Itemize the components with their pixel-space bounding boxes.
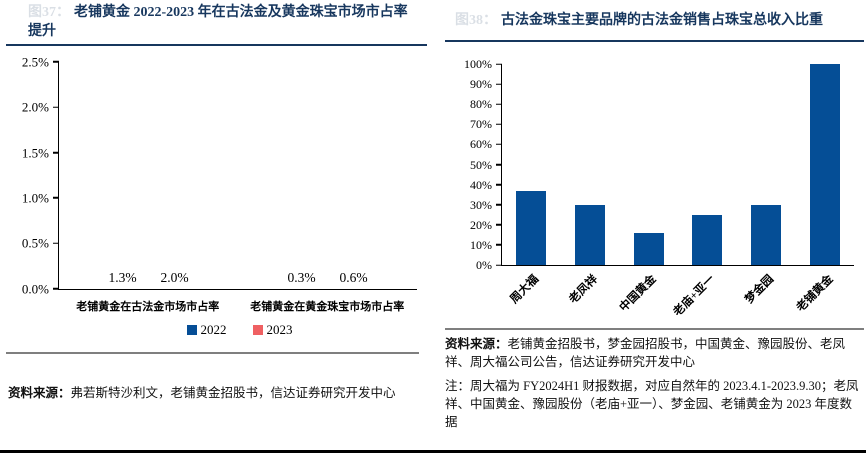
y-axis-tick-label: 80% <box>470 97 492 112</box>
figure-38-title-rule <box>445 40 864 42</box>
x-slot: 老凤祥 <box>560 266 619 322</box>
y-axis-tick-label: 50% <box>470 157 492 172</box>
y-axis-tick-label: 2.0% <box>21 99 49 115</box>
figure-37-panel: 图37： 老铺黄金 2022-2023 年在古法金及黄金珠宝市场市占率提升 0.0… <box>0 0 433 450</box>
y-axis-tick-label: 0.5% <box>21 235 49 251</box>
plot-area: 0.0% 0.5% 1.0% 1.5% 2.0% 2.5% 1.3% 2.0% 0.3% 0.6% <box>22 55 417 295</box>
bar <box>750 204 781 265</box>
figure-38-number: 图38： <box>455 12 497 28</box>
y-axis-tick-label: 100% <box>464 57 492 71</box>
y-axis-tick-mark <box>53 61 59 63</box>
y-axis-tick-mark <box>53 288 59 290</box>
y-axis-tick-mark <box>496 183 502 186</box>
figure-38-note: 注：周大福为 FY2024H1 财报数据，对应自然年的 2023.4.1-202… <box>445 379 859 429</box>
y-axis-tick-mark <box>53 151 59 154</box>
y-axis-tick-label: 1.0% <box>21 190 49 206</box>
bars-layer <box>502 64 854 265</box>
bars-layer: 1.3% 2.0% 0.3% 0.6% <box>59 62 417 289</box>
plot-area: 0% 10% 20% 30% 40% 50% 60% 70% 80% 90% 100% <box>464 58 854 271</box>
figure-37-title-text: 老铺黄金 2022-2023 年在古法金及黄金珠宝市场市占率提升 <box>28 5 408 39</box>
legend-item: 2022 <box>186 321 227 338</box>
legend-item: 2023 <box>252 321 293 338</box>
figure-38-source: 资料来源：老铺黄金招股书，梦金园招股书，中国黄金、豫园股份、老凤祥、周大福公司公… <box>445 335 862 371</box>
x-axis-category-label: 中国黄金 <box>617 273 659 315</box>
y-axis-tick-label: 10% <box>470 237 492 252</box>
x-axis-category-label: 梦金园 <box>743 273 777 307</box>
figure-38-panel: 图38： 古法金珠宝主要品牌的古法金销售占珠宝总收入比重 0% 10% 20% 30% 4… <box>433 0 866 450</box>
y-axis-tick-label: 0.0% <box>21 281 49 297</box>
x-axis-category-label: 老庙+亚一 <box>671 273 718 319</box>
y-axis-tick-mark <box>496 143 502 146</box>
y-axis-tick-label: 60% <box>470 137 492 152</box>
bar <box>574 204 605 265</box>
figure-37-title-rule <box>6 43 427 46</box>
y-axis-tick-mark <box>53 242 59 245</box>
figure-37-divider <box>6 351 419 354</box>
x-slot: 周大福 <box>501 266 560 322</box>
x-axis-category-label: 老凤祥 <box>566 273 600 307</box>
source-text: 老铺黄金招股书，梦金园招股书，中国黄金、豫园股份、老凤祥、周大福公司公告，信达证… <box>445 337 846 370</box>
source-text: 弗若斯特沙利文，老铺黄金招股书，信达证券研究开发中心 <box>70 385 396 400</box>
legend-label: 2022 <box>200 321 227 337</box>
bar-value-label: 0.3% <box>287 269 316 285</box>
x-axis-category-label: 老铺黄金在古法金市场市占率 <box>76 300 220 313</box>
legend-swatch <box>252 324 263 335</box>
y-axis-tick-mark <box>496 224 502 226</box>
y-axis-tick-mark <box>496 163 502 166</box>
y-axis-tick-mark <box>53 197 59 199</box>
bar <box>809 64 840 265</box>
bar-value-label: 1.3% <box>108 269 137 285</box>
y-axis-tick-label: 1.5% <box>21 145 49 161</box>
bar <box>692 214 723 265</box>
figure-38-divider <box>445 328 864 330</box>
brand-gold-share-bar-chart: 0% 10% 20% 30% 40% 50% 60% 70% 80% 90% 100% 周大福 老凤祥中… <box>445 42 864 322</box>
chart-legend: 2022 2023 <box>52 322 427 338</box>
x-slot: 梦金园 <box>736 266 795 322</box>
y-axis-tick-mark <box>496 244 502 246</box>
x-axis-category-label: 老铺黄金 <box>794 273 836 315</box>
y-axis-tick-mark <box>53 106 59 108</box>
y-axis-tick-label: 0% <box>476 258 492 272</box>
source-label: 资料来源： <box>445 337 508 351</box>
x-slot: 老铺黄金 <box>794 266 854 322</box>
y-axis-tick-mark <box>496 203 502 206</box>
bar <box>516 190 547 265</box>
source-label: 资料来源： <box>8 385 71 400</box>
bar-value-label: 2.0% <box>160 269 189 285</box>
x-axis-labels: 老铺黄金在古法金市场市占率 老铺黄金在黄金珠宝市场市占率 <box>58 298 417 314</box>
y-axis-tick-mark <box>496 103 502 105</box>
legend-label: 2023 <box>266 321 293 337</box>
x-axis-category-label: 老铺黄金在黄金珠宝市场市占率 <box>250 300 405 313</box>
x-axis-labels: 周大福 老凤祥 中国黄金 老庙+亚一 梦金园 老铺黄金 <box>501 266 854 322</box>
y-axis-tick-label: 30% <box>470 197 492 212</box>
y-axis-tick-label: 90% <box>470 77 492 92</box>
figure-37-source: 资料来源：弗若斯特沙利文，老铺黄金招股书，信达证券研究开发中心 <box>8 384 423 402</box>
bar <box>633 232 664 265</box>
x-axis-category-label: 周大福 <box>508 273 542 307</box>
y-axis-tick-mark <box>496 123 502 126</box>
market-share-grouped-bar-chart: 0.0% 0.5% 1.0% 1.5% 2.0% 2.5% 1.3% 2.0% 0.3% 0.6%… <box>6 46 427 338</box>
y-axis-tick-label: 20% <box>470 217 492 232</box>
x-slot: 老庙+亚一 <box>672 266 736 322</box>
y-axis-tick-mark <box>496 63 502 65</box>
y-axis-tick-mark <box>496 83 502 85</box>
y-axis-tick-label: 2.5% <box>21 54 49 70</box>
y-axis-tick-label: 40% <box>470 177 492 192</box>
x-slot: 中国黄金 <box>617 266 678 322</box>
figure-38-title: 图38： 古法金珠宝主要品牌的古法金销售占珠宝总收入比重 <box>445 0 864 40</box>
figure-37-number: 图37： <box>28 5 70 20</box>
legend-swatch <box>186 324 197 335</box>
y-axis-tick-label: 70% <box>470 117 492 132</box>
figure-38-title-text: 古法金珠宝主要品牌的古法金销售占珠宝总收入比重 <box>501 12 823 28</box>
y-axis-tick-mark <box>496 264 502 266</box>
figure-37-title: 图37： 老铺黄金 2022-2023 年在古法金及黄金珠宝市场市占率提升 <box>6 0 427 44</box>
bar-value-label: 0.6% <box>339 269 368 285</box>
